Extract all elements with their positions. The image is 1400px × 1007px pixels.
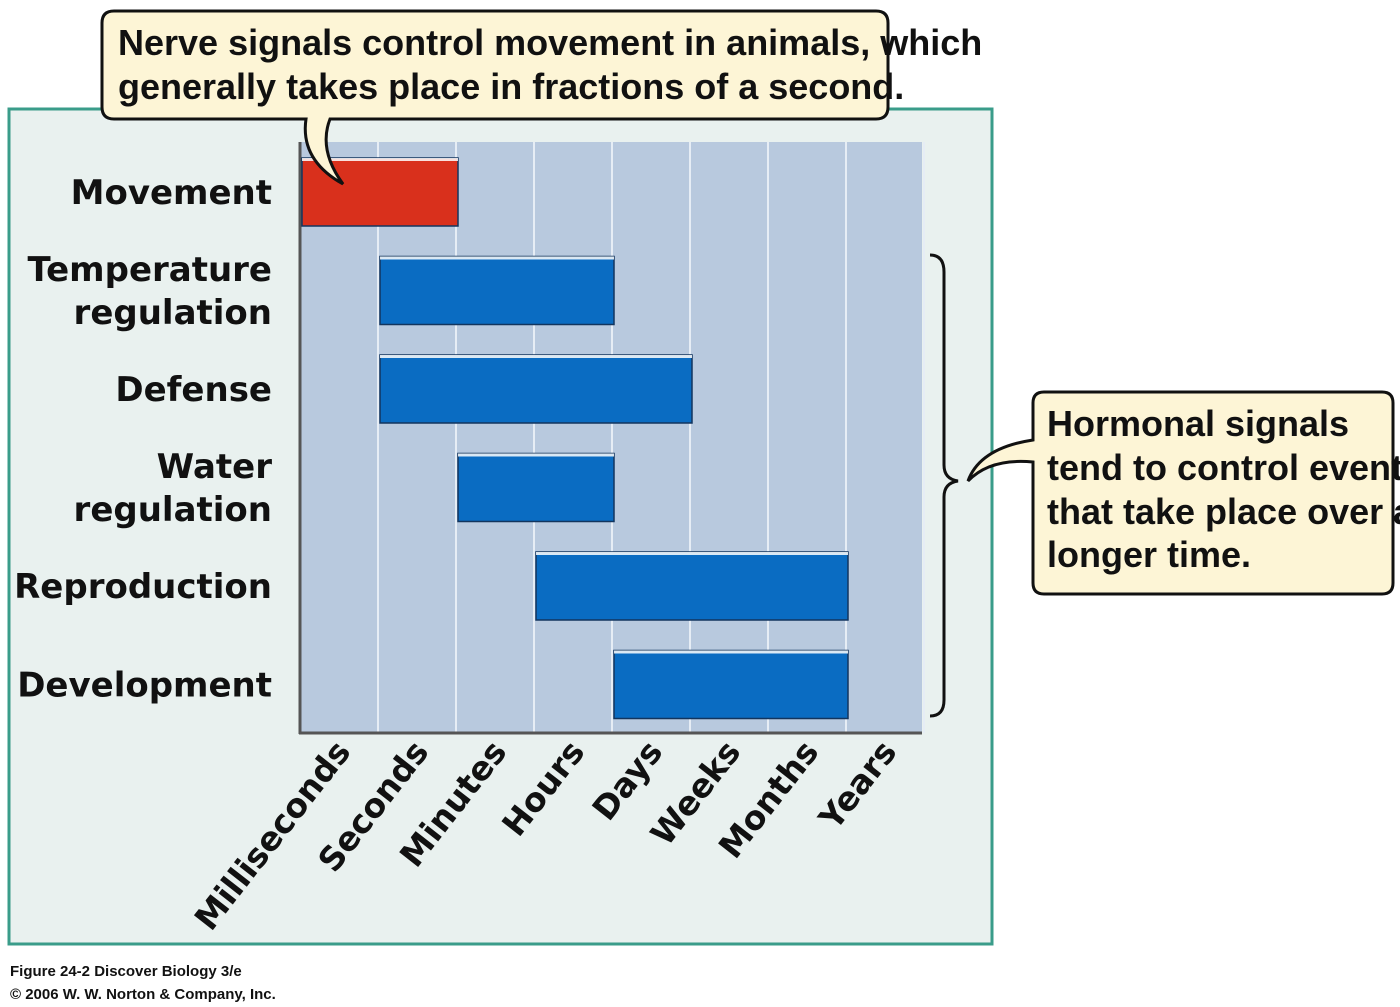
- bar-defense: [379, 354, 693, 424]
- nerve-callout-bubble: [100, 9, 890, 186]
- row-label-water-regulation-1: Water: [157, 447, 273, 487]
- nerve-callout-line-1: Nerve signals control movement in animal…: [118, 22, 982, 63]
- hormonal-brace: [929, 253, 959, 718]
- bar-development-fill: [613, 649, 849, 720]
- bar-temperature-regulation: [379, 255, 615, 326]
- row-label-reproduction-1: Reproduction: [14, 567, 272, 607]
- bar-water-regulation: [457, 452, 615, 523]
- hormonal-callout-line-1: Hormonal signals: [1047, 403, 1349, 444]
- hormonal-callout-bubble: [966, 390, 1395, 596]
- hormonal-callout-line-2: tend to control events: [1047, 447, 1400, 488]
- hormonal-callout-line-3: that take place over a: [1047, 491, 1400, 532]
- row-label-defense-1: Defense: [115, 370, 272, 410]
- bar-water-regulation-fill: [457, 452, 615, 523]
- row-label-water-regulation-2: regulation: [74, 490, 272, 530]
- bar-development: [613, 649, 849, 720]
- bar-reproduction: [535, 551, 849, 621]
- row-label-development-1: Development: [17, 666, 272, 706]
- gridlines: [377, 142, 925, 733]
- row-label-movement-1: Movement: [71, 173, 272, 213]
- hormonal-callout: Hormonal signals tend to control events …: [966, 390, 1400, 596]
- nerve-callout: Nerve signals control movement in animal…: [100, 9, 982, 186]
- bars: [301, 157, 849, 720]
- row-labels: MovementTemperatureregulationDefenseWate…: [14, 173, 272, 706]
- row-label-temperature-regulation-2: regulation: [74, 293, 272, 333]
- nerve-callout-line-2: generally takes place in fractions of a …: [118, 66, 904, 107]
- bar-defense-fill: [379, 354, 693, 424]
- hormonal-callout-line-4: longer time.: [1047, 534, 1251, 575]
- row-label-temperature-regulation-1: Temperature: [27, 250, 272, 290]
- bar-reproduction-fill: [535, 551, 849, 621]
- caption-line-2: © 2006 W. W. Norton & Company, Inc.: [10, 986, 276, 1003]
- caption-line-1: Figure 24-2 Discover Biology 3/e: [10, 963, 242, 980]
- bar-temperature-regulation-fill: [379, 255, 615, 326]
